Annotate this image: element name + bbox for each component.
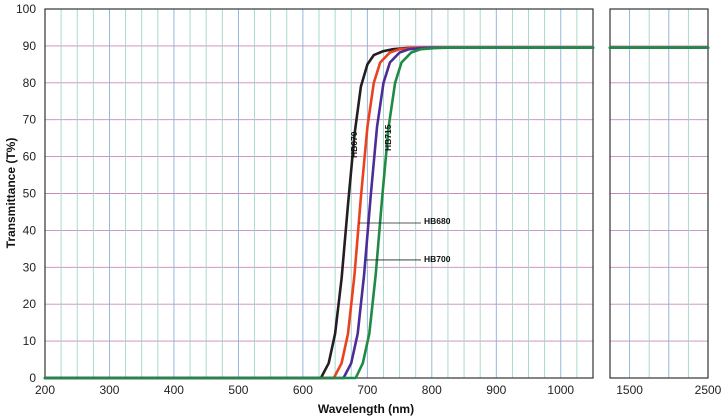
x-tick-label: 300 xyxy=(99,383,119,397)
x-tick-label: 400 xyxy=(164,383,184,397)
x-tick-label: 1500 xyxy=(616,383,643,397)
x-tick-label: 900 xyxy=(486,383,506,397)
data-series xyxy=(43,46,710,380)
x-tick-label: 600 xyxy=(293,383,313,397)
x-axis-title: Wavelength (nm) xyxy=(318,402,414,416)
y-tick-label: 30 xyxy=(23,260,37,274)
x-tick-label: 200 xyxy=(35,383,55,397)
tick-labels: 0 10 20 30 40 50 60 70 80 90 100 200 300 400 500 600 700… xyxy=(16,2,722,397)
x-tick-label: 500 xyxy=(228,383,248,397)
y-tick-label: 80 xyxy=(23,76,37,90)
x-tick-label: 700 xyxy=(357,383,377,397)
annotation-hb700: HB700 xyxy=(424,254,451,264)
x-tick-label: 1000 xyxy=(547,383,574,397)
y-tick-label: 20 xyxy=(23,297,37,311)
y-tick-label: 40 xyxy=(23,223,37,237)
y-tick-label: 0 xyxy=(29,371,36,385)
y-tick-label: 10 xyxy=(23,334,37,348)
annotation-hb680: HB680 xyxy=(424,216,451,226)
x-tick-label: 2500 xyxy=(695,383,722,397)
annotation-hb715: HB715 xyxy=(383,124,393,151)
plot-frame-extended xyxy=(609,8,709,379)
series-hb715 xyxy=(43,46,595,380)
annotation-leaders xyxy=(358,222,421,261)
y-tick-label: 60 xyxy=(23,150,37,164)
x-tick-label: 800 xyxy=(422,383,442,397)
y-tick-label: 70 xyxy=(23,113,37,127)
y-tick-label: 100 xyxy=(16,2,36,16)
y-tick-label: 50 xyxy=(23,187,37,201)
y-tick-label: 90 xyxy=(23,39,37,53)
annotation-hb670: HB670 xyxy=(349,131,359,158)
y-axis-title: Transmittance (T%) xyxy=(4,138,18,249)
